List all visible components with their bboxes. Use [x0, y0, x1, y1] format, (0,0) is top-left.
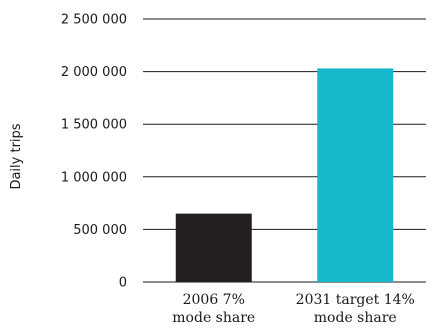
- y-tick-label: 2 000 000: [61, 65, 127, 80]
- bar: [317, 68, 394, 282]
- y-tick-label: 0: [119, 276, 127, 291]
- y-axis-label: Daily trips: [9, 123, 24, 189]
- y-tick-labels: 0 500 000 1 000 000 1 500 000 2 000 000 2 500…: [61, 13, 127, 291]
- category-label: mode share: [172, 310, 255, 326]
- bar: [175, 213, 252, 282]
- category-label: 2031 target 14%: [296, 292, 415, 308]
- y-tick-label: 1 500 000: [61, 118, 127, 133]
- y-tick-label: 1 000 000: [61, 170, 127, 185]
- y-tick-label: 2 500 000: [61, 13, 127, 28]
- bars: [175, 68, 394, 282]
- y-tick-label: 500 000: [73, 223, 127, 238]
- category-label: 2006 7%: [183, 292, 245, 308]
- category-label: mode share: [314, 310, 397, 326]
- category-labels: 2006 7% mode share 2031 target 14% mode sha…: [172, 292, 415, 326]
